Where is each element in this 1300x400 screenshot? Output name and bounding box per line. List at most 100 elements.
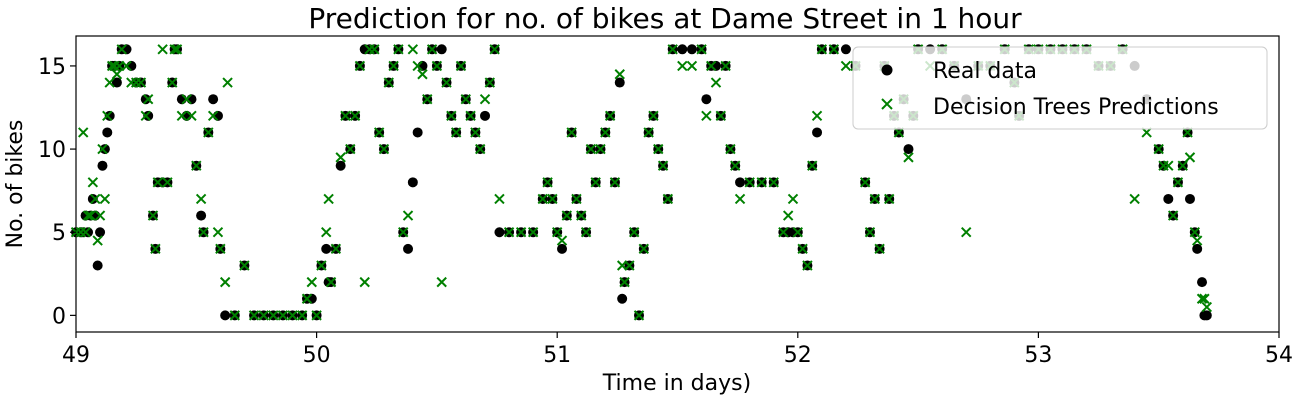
data-point-prediction	[662, 193, 674, 205]
data-point-real	[614, 77, 625, 88]
data-point-prediction	[417, 69, 428, 80]
data-point-prediction	[152, 177, 164, 188]
x-tick-label: 54	[1265, 343, 1293, 368]
data-point-prediction	[207, 110, 219, 122]
data-point-prediction	[475, 143, 486, 155]
data-point-prediction	[787, 193, 799, 205]
data-point-real	[111, 77, 122, 88]
data-point-prediction	[515, 227, 527, 238]
data-point-prediction	[725, 143, 736, 155]
data-point-prediction	[619, 276, 630, 288]
data-point-real	[102, 127, 113, 138]
data-point-prediction	[657, 160, 669, 171]
data-point-prediction	[479, 93, 491, 105]
data-point-prediction	[330, 243, 342, 255]
data-point-prediction	[140, 110, 151, 122]
data-point-prediction	[653, 143, 664, 155]
data-point-prediction	[864, 227, 876, 238]
data-point-prediction	[677, 60, 688, 72]
data-point-prediction	[782, 210, 794, 221]
data-point-prediction	[171, 44, 183, 55]
data-point-prediction	[1196, 293, 1208, 304]
data-point-prediction	[239, 260, 250, 271]
data-point-real	[1192, 243, 1203, 254]
y-axis: 0 5 10 15	[38, 55, 76, 329]
data-point-prediction	[734, 193, 746, 205]
data-point-prediction	[176, 110, 188, 122]
data-point-prediction	[102, 110, 113, 122]
data-point-prediction	[489, 44, 500, 55]
data-point-prediction	[97, 143, 108, 155]
data-point-prediction	[169, 44, 180, 55]
data-point-prediction	[248, 310, 260, 321]
data-point-prediction	[609, 177, 621, 188]
data-point-real	[1197, 277, 1208, 288]
data-point-prediction	[600, 127, 611, 138]
data-point-prediction	[215, 243, 226, 255]
data-point-prediction	[441, 77, 452, 88]
data-point-prediction	[802, 260, 813, 271]
data-point-prediction	[503, 227, 515, 238]
data-point-prediction	[301, 293, 313, 304]
data-point-prediction	[744, 177, 755, 188]
data-point-prediction	[349, 110, 361, 122]
data-point-prediction	[1153, 143, 1164, 155]
data-point-prediction	[807, 160, 818, 171]
data-point-prediction	[1189, 227, 1200, 238]
data-point-prediction	[407, 44, 419, 55]
data-point-prediction	[345, 143, 356, 155]
x-axis-label: Time in days)	[602, 371, 751, 396]
data-point-prediction	[1177, 160, 1188, 171]
data-point-prediction	[99, 193, 111, 205]
data-point-prediction	[186, 110, 197, 122]
data-point-real	[494, 227, 505, 238]
x-tick-label: 50	[303, 343, 331, 368]
data-point-prediction	[147, 210, 159, 221]
legend-box	[852, 46, 1268, 130]
data-point-real	[1201, 310, 1212, 321]
data-point-prediction	[383, 77, 394, 88]
data-point-prediction	[373, 127, 385, 138]
data-point-prediction	[1172, 177, 1184, 188]
data-point-prediction	[542, 177, 553, 188]
data-point-prediction	[1167, 210, 1179, 221]
data-point-prediction	[1163, 160, 1174, 171]
data-point-real	[1184, 193, 1195, 204]
x-axis: 49 50 51 52 53 54	[62, 332, 1293, 368]
data-point-prediction	[104, 77, 115, 88]
y-axis-label: No. of bikes	[3, 120, 28, 249]
data-point-prediction	[296, 310, 308, 321]
data-point-prediction	[388, 60, 399, 72]
data-point-prediction	[701, 110, 712, 122]
data-point-prediction	[287, 310, 298, 321]
data-point-prediction	[422, 93, 433, 105]
data-point-prediction	[82, 210, 94, 221]
data-point-prediction	[195, 193, 207, 205]
data-point-prediction	[527, 227, 539, 238]
data-point-real	[104, 110, 115, 121]
data-point-prediction	[306, 276, 317, 288]
data-point-prediction	[203, 127, 214, 138]
data-point-prediction	[393, 44, 404, 55]
data-point-real	[840, 44, 851, 55]
data-point-prediction	[648, 110, 659, 122]
data-point-prediction	[369, 44, 380, 55]
data-point-real	[95, 227, 106, 238]
data-point-prediction	[840, 60, 852, 72]
data-point-prediction	[756, 177, 767, 188]
data-point-prediction	[335, 152, 346, 163]
data-point-prediction	[321, 227, 332, 238]
chart-title: Prediction for no. of bikes at Dame Stre…	[308, 2, 1022, 35]
data-point-prediction	[121, 60, 132, 72]
data-point-real	[412, 127, 423, 138]
data-point-prediction	[268, 310, 279, 321]
data-point-prediction	[222, 77, 233, 88]
data-point-prediction	[412, 60, 423, 72]
data-point-prediction	[181, 93, 192, 105]
data-point-prediction	[628, 227, 640, 238]
data-point-prediction	[874, 243, 885, 255]
data-point-prediction	[696, 44, 707, 55]
x-tick-label: 53	[1024, 343, 1052, 368]
x-tick-label: 49	[62, 343, 90, 368]
data-point-prediction	[229, 310, 241, 321]
